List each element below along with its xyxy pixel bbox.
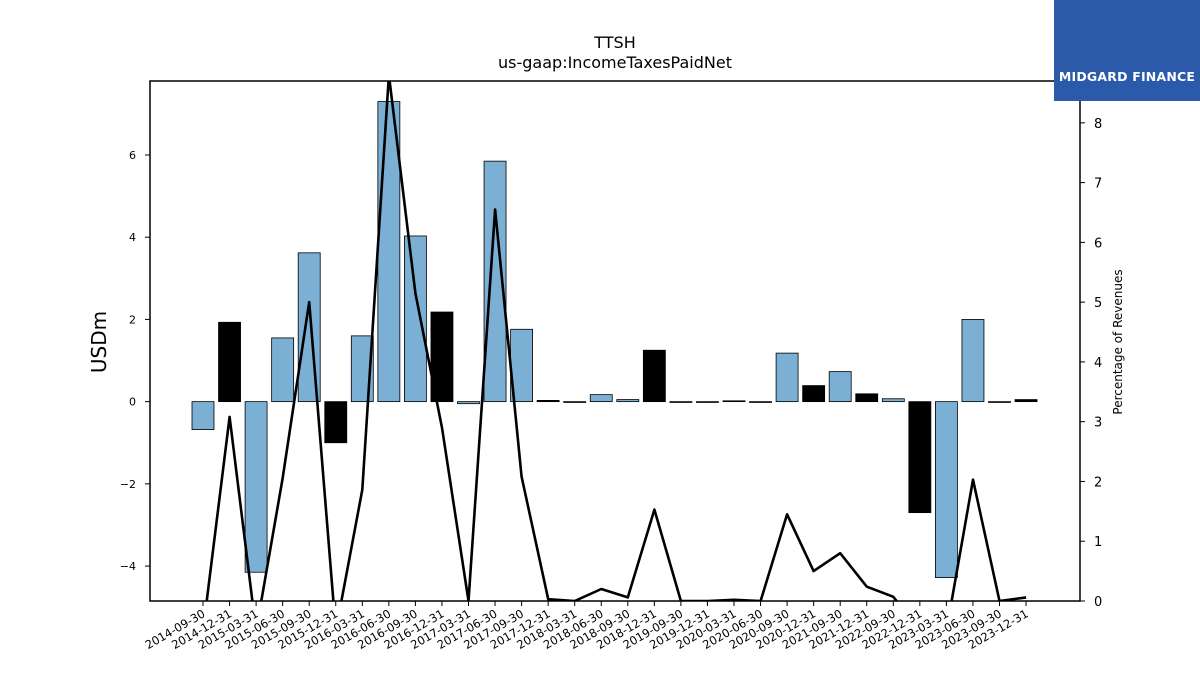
bar-2019-12-31 <box>696 401 719 403</box>
bar-2014-09-30 <box>191 401 215 430</box>
y2-tick-label: 5 <box>1094 296 1102 311</box>
bars-layer <box>191 101 1038 578</box>
brand-logo: MIDGARD FINANCE <box>1054 0 1200 101</box>
midgard-logo-icon <box>1054 0 1200 101</box>
bar-2020-03-31 <box>722 400 746 403</box>
bar-2017-06-30 <box>483 160 507 403</box>
revenue-percentage-line <box>205 81 1027 601</box>
bar-2023-06-30 <box>961 319 985 403</box>
bar-2017-12-31 <box>536 399 560 403</box>
bar-2015-03-31 <box>244 401 268 573</box>
line-layer <box>205 81 1027 601</box>
bar-2022-12-31 <box>908 401 932 514</box>
plot-frame <box>149 80 1081 602</box>
bar-2018-09-30 <box>616 399 640 403</box>
bar-2020-09-30 <box>775 352 799 403</box>
y-axis-label: USDm <box>87 311 111 373</box>
bar-2020-06-30 <box>749 401 772 403</box>
x-axis-ticks: 2014-09-302014-12-312015-03-312015-06-30… <box>143 601 1031 652</box>
bar-2023-12-31 <box>1014 399 1038 403</box>
y2-tick-label: 7 <box>1094 177 1102 192</box>
y2-axis-label: Percentage of Revenues <box>1111 269 1125 414</box>
right-axis-ticks: 0 1 2 3 4 5 6 7 8 <box>1080 117 1102 610</box>
bar-2022-09-30 <box>881 398 905 403</box>
bar-2017-03-31 <box>457 401 480 405</box>
bar-2020-12-31 <box>802 385 826 403</box>
y-tick-label: 4 <box>129 231 136 244</box>
y-tick-label: 2 <box>129 313 136 326</box>
bar-2023-03-31 <box>935 401 958 578</box>
chart-subtitle: us-gaap:IncomeTaxesPaidNet <box>498 53 732 72</box>
bar-2016-12-31 <box>430 311 454 403</box>
y2-tick-label: 6 <box>1094 236 1102 251</box>
y2-tick-label: 4 <box>1094 356 1102 371</box>
bar-2019-09-30 <box>669 401 693 403</box>
bar-2018-06-30 <box>589 394 613 403</box>
bar-2021-12-31 <box>855 393 879 403</box>
y2-tick-label: 8 <box>1094 117 1102 132</box>
y-tick-label: 0 <box>129 396 136 409</box>
brand-name: MIDGARD FINANCE <box>1058 69 1196 84</box>
bar-2018-12-31 <box>642 349 666 403</box>
y2-tick-label: 1 <box>1094 535 1102 550</box>
y2-tick-label: 0 <box>1094 595 1102 610</box>
y2-tick-label: 3 <box>1094 416 1102 431</box>
bar-2015-12-31 <box>324 401 348 444</box>
chart-title: TTSH <box>593 33 635 52</box>
bar-2021-09-30 <box>828 371 852 403</box>
bar-2015-09-30 <box>297 252 321 403</box>
bar-2015-06-30 <box>271 337 295 403</box>
y-tick-label: 6 <box>129 149 136 162</box>
y-tick-label: −2 <box>120 478 136 491</box>
left-axis-ticks: −4 −2 0 2 4 6 <box>120 149 150 573</box>
bar-2023-09-30 <box>988 401 1011 403</box>
y2-tick-label: 2 <box>1094 475 1102 490</box>
bar-2018-03-31 <box>563 401 587 403</box>
bar-2016-09-30 <box>403 235 427 403</box>
y-tick-label: −4 <box>120 560 136 573</box>
bar-2014-12-31 <box>218 321 241 403</box>
